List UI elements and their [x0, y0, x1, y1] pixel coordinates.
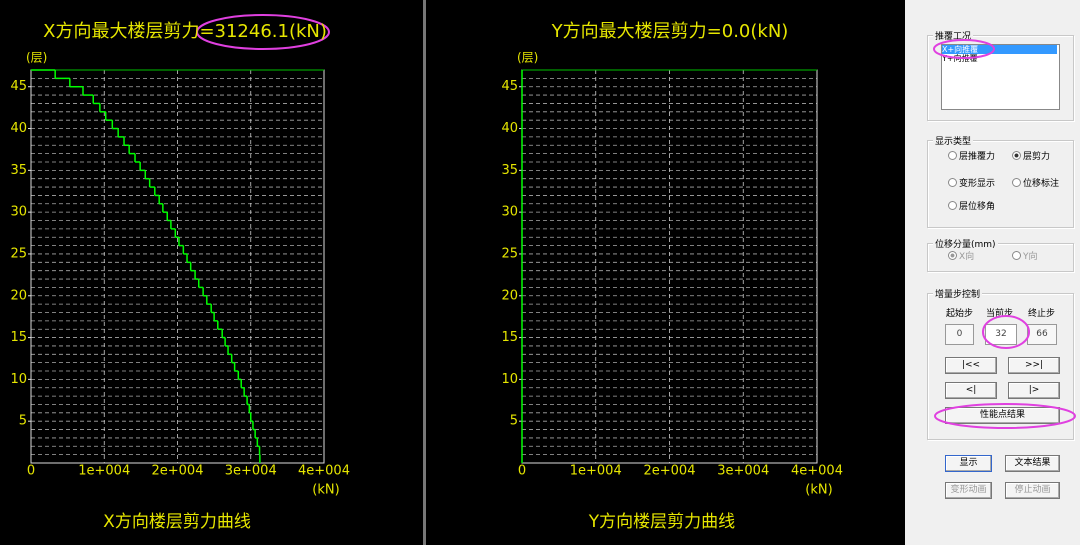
button[interactable]: |> — [1008, 382, 1060, 399]
y-tick-label: 40 — [10, 121, 27, 136]
x-tick-label: 2e+004 — [152, 464, 204, 479]
y-tick-label: 45 — [10, 79, 27, 94]
y-axis-label: (层) — [26, 51, 47, 65]
step-input: 0 — [945, 324, 974, 345]
x-tick-label: 4e+004 — [791, 464, 843, 479]
y-tick-label: 25 — [501, 246, 518, 261]
y-tick-label: 5 — [510, 414, 518, 429]
button[interactable]: <| — [945, 382, 997, 399]
group-box — [927, 140, 1074, 228]
y-tick-label: 10 — [501, 372, 518, 387]
x-tick-label: 3e+004 — [717, 464, 769, 479]
radio-label[interactable]: 变形显示 — [959, 179, 996, 189]
x-tick-label: 3e+004 — [225, 464, 277, 479]
control-panel: 推覆工况 X+向推覆 Y+向推覆显示类型层推覆力 层剪力变形显示 位移标注层位移角位移分… — [905, 0, 1080, 545]
y-tick-label: 25 — [10, 246, 27, 261]
step-input[interactable]: 32 — [985, 324, 1017, 345]
y-tick-label: 20 — [501, 288, 518, 303]
chart-title: X方向最大楼层剪力=31246.1(kN) — [43, 21, 327, 42]
group-box — [927, 243, 1074, 272]
y-tick-label: 30 — [10, 205, 27, 220]
radio[interactable] — [948, 151, 957, 160]
chart-caption: X方向楼层剪力曲线 — [103, 512, 251, 532]
charts: X方向最大楼层剪力=31246.1(kN) (层) (kN) X方向楼层剪力曲线 0 1e… — [10, 0, 843, 545]
chart-caption: Y方向楼层剪力曲线 — [588, 512, 735, 532]
radio — [1012, 251, 1021, 260]
y-tick-label: 40 — [501, 121, 518, 136]
x-tick-label: 1e+004 — [570, 464, 622, 479]
button: 停止动画 — [1005, 482, 1060, 499]
button[interactable]: 文本结果 — [1005, 455, 1060, 472]
group-box — [927, 293, 1074, 440]
radio-label: X向 — [959, 252, 975, 262]
radio-label[interactable]: 位移标注 — [1023, 179, 1060, 189]
y-tick-label: 35 — [501, 163, 518, 178]
y-tick-label: 45 — [501, 79, 518, 94]
button: 变形动画 — [945, 482, 992, 499]
x-tick-label: 0 — [27, 464, 35, 479]
group-title: 推覆工况 — [933, 29, 974, 42]
radio[interactable] — [1012, 151, 1021, 160]
chart-title: Y方向最大楼层剪力=0.0(kN) — [551, 21, 789, 42]
button[interactable]: 显示 — [945, 455, 992, 472]
button[interactable]: |<< — [945, 357, 997, 374]
y-tick-label: 15 — [501, 330, 518, 345]
button[interactable]: 性能点结果 — [945, 407, 1060, 424]
button[interactable]: >>| — [1008, 357, 1060, 374]
x-tick-label: 0 — [518, 464, 526, 479]
x-tick-label: 1e+004 — [78, 464, 130, 479]
x-tick-label: 2e+004 — [644, 464, 696, 479]
list-item[interactable]: Y+向推覆 — [942, 54, 978, 63]
group-title: 位移分量(mm) — [933, 237, 998, 250]
separator — [423, 0, 426, 545]
y-tick-label: 15 — [10, 330, 27, 345]
radio[interactable] — [948, 178, 957, 187]
radio-label[interactable]: 层位移角 — [959, 202, 996, 212]
step-label: 当前步 — [986, 309, 1014, 319]
group-title: 显示类型 — [933, 134, 974, 147]
radio — [948, 251, 957, 260]
x-axis-label: (kN) — [805, 483, 832, 498]
radio-label[interactable]: 层推覆力 — [959, 152, 996, 162]
radio[interactable] — [948, 201, 957, 210]
y-tick-label: 20 — [10, 288, 27, 303]
group-box — [927, 35, 1074, 121]
radio[interactable] — [1012, 178, 1021, 187]
list-item[interactable]: X+向推覆 — [942, 45, 1057, 54]
y-tick-label: 5 — [19, 414, 27, 429]
step-input: 66 — [1027, 324, 1057, 345]
x-tick-label: 4e+004 — [298, 464, 350, 479]
highlight — [196, 14, 330, 50]
y-axis-label: (层) — [517, 51, 538, 65]
y-tick-label: 35 — [10, 163, 27, 178]
y-tick-label: 30 — [501, 205, 518, 220]
x-axis-label: (kN) — [312, 483, 339, 498]
step-label: 终止步 — [1028, 309, 1056, 319]
step-label: 起始步 — [946, 309, 974, 319]
radio-label[interactable]: 层剪力 — [1023, 152, 1051, 162]
y-tick-label: 10 — [10, 372, 27, 387]
radio-label: Y向 — [1023, 252, 1038, 262]
group-title: 增量步控制 — [933, 287, 983, 300]
